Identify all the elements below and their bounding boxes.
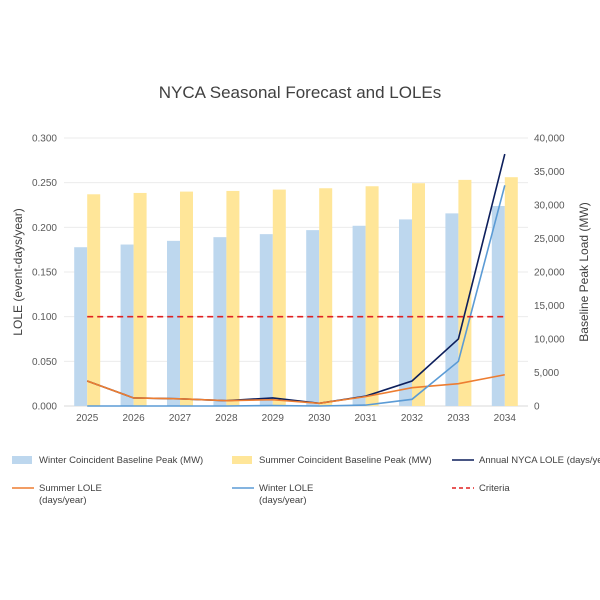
- legend-item: Summer Coincident Baseline Peak (MW): [232, 455, 432, 466]
- bar-summer-2026: [133, 192, 147, 406]
- legend-label: Summer LOLE (days/year): [39, 483, 102, 506]
- legend-label-line: Summer LOLE: [39, 483, 102, 494]
- y-tick-label: 0.050: [32, 357, 57, 368]
- bar-winter-2025: [74, 247, 88, 406]
- bar-summer-2034: [504, 177, 518, 406]
- bar-winter-2033: [445, 213, 459, 406]
- x-tick-label: 2025: [76, 413, 99, 424]
- x-tick-label: 2030: [308, 413, 331, 424]
- y2-tick-label: 0: [534, 402, 540, 413]
- legend-label-line: Criteria: [479, 483, 510, 494]
- bar-summer-2030: [319, 188, 333, 406]
- x-tick-label: 2033: [447, 413, 470, 424]
- x-tick-label: 2027: [169, 413, 192, 424]
- bar-winter-2028: [213, 237, 227, 406]
- x-tick-label: 2028: [215, 413, 238, 424]
- legend-label-line: Winter LOLE: [259, 483, 313, 494]
- legend-swatch: [12, 456, 32, 464]
- legend-label: Summer Coincident Baseline Peak (MW): [259, 455, 432, 466]
- bar-winter-2026: [120, 244, 134, 406]
- x-tick-label: 2026: [122, 413, 145, 424]
- legend-label-line: Summer Coincident Baseline Peak (MW): [259, 455, 432, 466]
- winter-lole-line: [87, 185, 506, 407]
- legend-label-line: (days/year): [259, 495, 307, 506]
- legend-swatch: [232, 456, 252, 464]
- legend-label: Criteria: [479, 483, 510, 494]
- y-tick-label: 0.100: [32, 312, 57, 323]
- legend-label-line: Winter Coincident Baseline Peak (MW): [39, 455, 203, 466]
- y2-tick-label: 15,000: [534, 301, 565, 312]
- bar-winter-2032: [399, 219, 412, 406]
- legend-label-line: (days/year): [39, 495, 87, 506]
- bar-summer-2027: [180, 191, 193, 406]
- x-tick-label: 2034: [494, 413, 517, 424]
- legend-label: Winter Coincident Baseline Peak (MW): [39, 455, 203, 466]
- y2-axis-label: Baseline Peak Load (MW): [577, 202, 591, 341]
- legend-item: Winter LOLE (days/year): [232, 483, 313, 506]
- y2-tick-label: 5,000: [534, 368, 559, 379]
- y2-tick-label: 20,000: [534, 268, 565, 279]
- bar-summer-2029: [272, 189, 286, 406]
- bar-summer-2031: [365, 186, 379, 406]
- y2-tick-label: 10,000: [534, 335, 565, 346]
- legend-item: Winter Coincident Baseline Peak (MW): [12, 455, 203, 466]
- legend-item: Summer LOLE (days/year): [12, 483, 102, 506]
- y-tick-label: 0.000: [32, 402, 57, 413]
- y-tick-label: 0.250: [32, 178, 57, 189]
- bar-winter-2027: [167, 240, 180, 406]
- y-tick-label: 0.150: [32, 268, 57, 279]
- bar-winter-2030: [306, 230, 320, 406]
- y2-tick-label: 35,000: [534, 167, 565, 178]
- legend-label: Annual NYCA LOLE (days/year): [479, 455, 600, 466]
- y2-tick-label: 30,000: [534, 201, 565, 212]
- legend-item: Annual NYCA LOLE (days/year): [452, 455, 600, 466]
- legend-label-line: Annual NYCA LOLE (days/year): [479, 455, 600, 466]
- y-axis-label: LOLE (event-days/year): [11, 208, 25, 335]
- legend-label: Winter LOLE (days/year): [259, 483, 313, 506]
- summer-lole-line: [86, 373, 505, 405]
- x-tick-label: 2029: [262, 413, 285, 424]
- bar-winter-2029: [259, 234, 273, 406]
- x-tick-label: 2031: [354, 413, 377, 424]
- bar-summer-2032: [412, 183, 425, 406]
- y2-tick-label: 40,000: [534, 134, 565, 145]
- bar-winter-2034: [491, 206, 505, 406]
- y-tick-label: 0.300: [32, 134, 57, 145]
- legend-item: Criteria: [452, 483, 510, 494]
- bar-summer-2028: [226, 190, 240, 406]
- x-tick-label: 2032: [401, 413, 424, 424]
- y-tick-label: 0.200: [32, 223, 57, 234]
- annual-lole-line: [86, 153, 506, 405]
- y2-tick-label: 25,000: [534, 234, 565, 245]
- bar-summer-2025: [87, 194, 101, 406]
- chart-title: NYCA Seasonal Forecast and LOLEs: [159, 83, 442, 102]
